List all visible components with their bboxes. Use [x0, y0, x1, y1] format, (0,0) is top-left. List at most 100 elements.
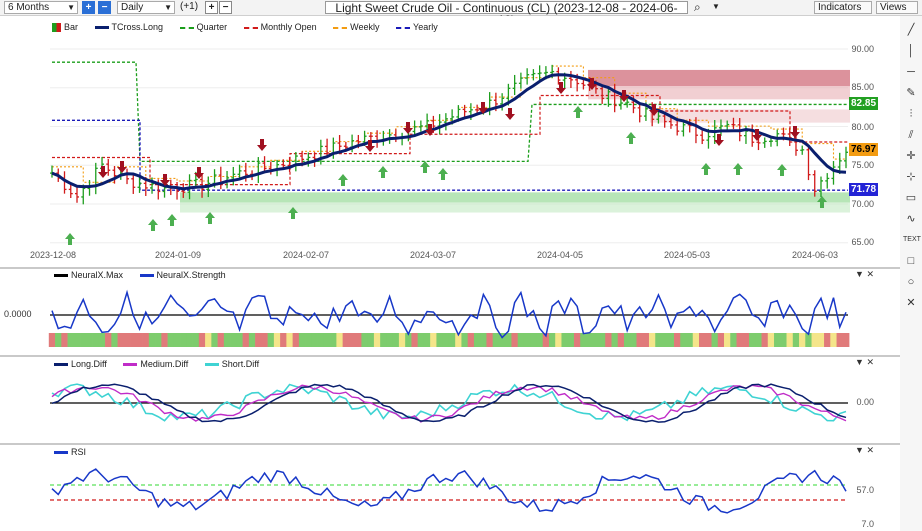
legend-long-diff[interactable]: Long.Diff — [54, 359, 107, 369]
search-icon[interactable]: ⌕ — [694, 0, 701, 14]
chart-title[interactable]: Light Sweet Crude Oil - Continuous (CL) … — [325, 1, 688, 26]
price-pane[interactable]: Bar TCross.Long Quarter Monthly Open Wee… — [0, 16, 900, 267]
rsi-chart[interactable] — [0, 445, 900, 531]
legend-neuralx-strength[interactable]: NeuralX.Strength — [139, 270, 226, 280]
pane-close-icon[interactable]: ▼ ✕ — [855, 357, 874, 367]
pane-divider[interactable] — [0, 267, 900, 269]
zoom-out-button[interactable]: − — [98, 1, 111, 14]
neuralx-strip-cell — [236, 333, 243, 347]
interval-select[interactable]: Daily ▼ — [117, 1, 175, 14]
views-button[interactable]: Views ▼ — [876, 1, 918, 24]
neuralx-strip-cell — [423, 333, 431, 347]
neuralx-strip-cell — [330, 333, 337, 347]
neuralx-strip-cell — [548, 333, 556, 347]
legend-neuralx-max[interactable]: NeuralX.Max — [54, 270, 123, 280]
legend-monthly-open[interactable]: Monthly Open — [243, 22, 317, 32]
neuralx-strip-cell — [780, 333, 787, 347]
legend-short-diff[interactable]: Short.Diff — [204, 359, 259, 369]
close-icon[interactable]: ✕ — [906, 297, 916, 309]
line-swatch-icon — [54, 451, 68, 455]
up-arrow-icon — [167, 214, 177, 226]
horizontal-line-icon[interactable]: ─ — [907, 66, 915, 78]
legend-bar[interactable]: Bar — [52, 22, 78, 33]
neuralx-strip-cell — [717, 333, 725, 347]
neuralx-chart[interactable] — [0, 269, 900, 355]
remove-bar-button[interactable]: − — [219, 1, 232, 14]
rsi-pane[interactable]: RSI 57.0 7.0 ▼ ✕ — [0, 445, 900, 531]
neuralx-strip-cell — [223, 333, 231, 347]
price-chart[interactable] — [0, 16, 900, 267]
up-arrow-icon — [817, 196, 827, 208]
pane-divider[interactable] — [0, 443, 900, 445]
neuralx-strip-cell — [392, 333, 400, 347]
diff-chart[interactable] — [0, 357, 900, 443]
add-bar-button[interactable]: + — [205, 1, 218, 14]
neuralx-strip-cell — [198, 333, 206, 347]
circle-icon[interactable]: ○ — [907, 276, 915, 288]
neuralx-axis-label: 0.0000 — [4, 309, 32, 319]
neuralx-strip-cell — [342, 333, 350, 347]
neuralx-strip-cell — [123, 333, 131, 347]
support-zone — [180, 192, 850, 203]
text-icon[interactable]: TEXT — [903, 236, 921, 243]
drawing-toolbar: ╱ │ ─ ✎ ⫶ ⫽ ✛ ⊹ ▭ ∿ TEXT □ ○ ✕ — [899, 16, 922, 531]
neuralx-strip-cell — [317, 333, 325, 347]
fib-icon[interactable]: ⫶ — [909, 108, 913, 120]
measure-icon[interactable]: ⊹ — [906, 171, 916, 183]
diff-pane[interactable]: Long.Diff Medium.Diff Short.Diff 0.00 ▼ … — [0, 357, 900, 443]
neuralx-strip-cell — [148, 333, 156, 347]
down-arrow-icon — [505, 108, 515, 120]
neuralx-strip-cell — [480, 333, 487, 347]
pane-close-icon[interactable]: ▼ ✕ — [855, 445, 874, 455]
crosshair-icon[interactable]: ✛ — [906, 150, 916, 162]
pane-divider[interactable] — [0, 355, 900, 357]
neuralx-strip-cell — [398, 333, 406, 347]
legend-weekly[interactable]: Weekly — [333, 22, 380, 32]
line-swatch-icon — [204, 363, 219, 367]
neuralx-strip-cell — [536, 333, 544, 347]
rectangle-icon[interactable]: □ — [907, 255, 915, 267]
legend-tcross[interactable]: TCross.Long — [94, 22, 163, 32]
down-arrow-icon — [194, 167, 204, 179]
indicators-button[interactable]: Indicators ▼ — [814, 1, 872, 24]
neuralx-strip-cell — [830, 333, 837, 347]
neuralx-strip-cell — [605, 333, 612, 347]
legend-label: RSI — [71, 447, 87, 457]
neuralx-strip-cell — [767, 333, 775, 347]
pane-close-icon[interactable]: ▼ ✕ — [855, 269, 874, 279]
down-arrow-icon — [425, 124, 435, 136]
neuralx-strip-cell — [473, 333, 481, 347]
legend-medium-diff[interactable]: Medium.Diff — [123, 359, 188, 369]
legend-rsi[interactable]: RSI — [54, 447, 86, 457]
neuralx-pane[interactable]: NeuralX.Max NeuralX.Strength 0.0000 ▼ ✕ — [0, 269, 900, 355]
neuralx-strip-cell — [55, 333, 62, 347]
legend-yearly[interactable]: Yearly — [396, 22, 438, 32]
vertical-line-icon[interactable]: │ — [907, 45, 915, 57]
period-select[interactable]: 6 Months ▼ — [4, 1, 78, 14]
line-tool-icon[interactable]: ╱ — [907, 24, 915, 36]
down-arrow-icon — [649, 104, 659, 116]
neuralx-strip-cell — [705, 333, 712, 347]
rsi-legend: RSI — [54, 447, 100, 458]
neuralx-strip-cell — [630, 333, 637, 347]
chevron-down-icon[interactable]: ▼ — [712, 2, 720, 11]
date-tick: 2023-12-08 — [30, 250, 77, 260]
neuralx-strip-cell — [48, 333, 56, 347]
comment-icon[interactable]: ▭ — [905, 192, 917, 204]
price-tick: 85.00 — [851, 82, 874, 92]
neuralx-strip-cell — [86, 333, 93, 347]
dash-swatch-icon — [333, 26, 348, 29]
zoom-in-button[interactable]: + — [82, 1, 95, 14]
neuralx-strip-cell — [348, 333, 356, 347]
channel-icon[interactable]: ⫽ — [908, 129, 914, 141]
up-arrow-icon — [777, 164, 787, 176]
up-arrow-icon — [420, 161, 430, 173]
date-tick: 2024-02-07 — [283, 250, 330, 260]
up-arrow-icon — [378, 166, 388, 178]
dash-swatch-icon — [179, 26, 194, 29]
wave-icon[interactable]: ∿ — [906, 213, 916, 225]
pen-icon[interactable]: ✎ — [906, 87, 916, 99]
neuralx-strip-cell — [692, 333, 700, 347]
legend-quarter[interactable]: Quarter — [179, 22, 227, 32]
neuralx-strip-cell — [805, 333, 812, 347]
